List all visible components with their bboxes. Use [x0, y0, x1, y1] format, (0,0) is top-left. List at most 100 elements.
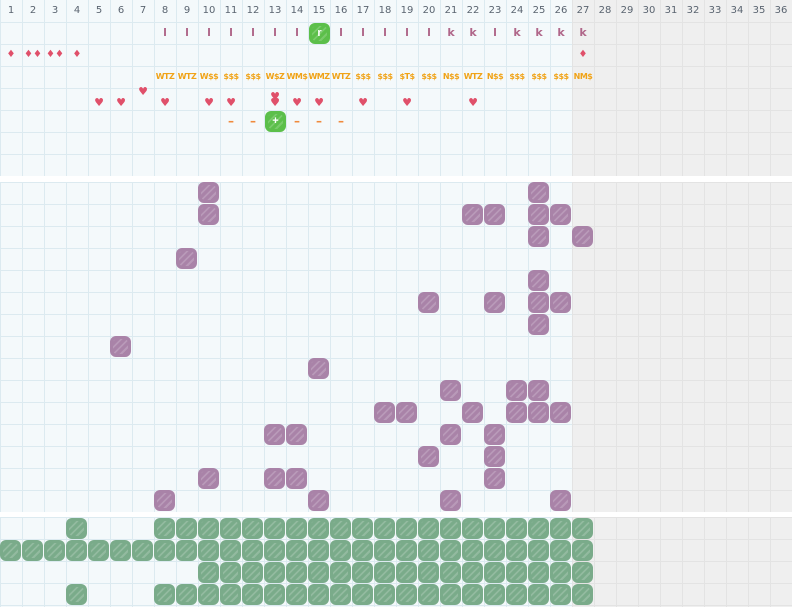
green-block[interactable]	[462, 518, 483, 539]
purple-block[interactable]	[198, 182, 219, 203]
green-block[interactable]	[132, 540, 153, 561]
green-block[interactable]	[462, 540, 483, 561]
green-block[interactable]	[484, 540, 505, 561]
purple-block[interactable]	[506, 402, 527, 423]
green-block[interactable]	[440, 540, 461, 561]
green-block[interactable]	[286, 584, 307, 605]
purple-block[interactable]	[484, 424, 505, 445]
purple-block[interactable]	[572, 226, 593, 247]
green-block[interactable]	[0, 540, 21, 561]
green-block[interactable]	[264, 584, 285, 605]
green-block[interactable]	[308, 518, 329, 539]
purple-block[interactable]	[198, 468, 219, 489]
purple-block[interactable]	[484, 468, 505, 489]
green-block[interactable]	[352, 584, 373, 605]
green-block[interactable]	[484, 562, 505, 583]
purple-block[interactable]	[440, 424, 461, 445]
purple-block[interactable]	[550, 402, 571, 423]
green-block[interactable]	[88, 540, 109, 561]
green-block[interactable]	[308, 562, 329, 583]
purple-block[interactable]	[484, 204, 505, 225]
green-block[interactable]	[550, 518, 571, 539]
purple-block[interactable]	[550, 490, 571, 511]
green-block[interactable]	[528, 518, 549, 539]
purple-block[interactable]	[308, 490, 329, 511]
green-block[interactable]	[154, 584, 175, 605]
green-block[interactable]	[506, 562, 527, 583]
green-block[interactable]	[528, 584, 549, 605]
green-block[interactable]	[374, 562, 395, 583]
green-block[interactable]	[374, 540, 395, 561]
green-block[interactable]	[352, 518, 373, 539]
green-block[interactable]	[154, 518, 175, 539]
green-block[interactable]	[110, 540, 131, 561]
green-block[interactable]	[286, 562, 307, 583]
purple-block[interactable]	[154, 490, 175, 511]
purple-block[interactable]	[264, 468, 285, 489]
purple-block[interactable]	[528, 402, 549, 423]
green-block[interactable]	[572, 584, 593, 605]
green-block[interactable]	[418, 584, 439, 605]
green-block[interactable]	[286, 518, 307, 539]
green-block[interactable]	[506, 540, 527, 561]
purple-block[interactable]	[528, 226, 549, 247]
purple-block[interactable]	[484, 446, 505, 467]
purple-block[interactable]	[528, 204, 549, 225]
add-marker-button[interactable]: +	[265, 111, 286, 132]
green-block[interactable]	[396, 518, 417, 539]
purple-block[interactable]	[110, 336, 131, 357]
green-block[interactable]	[330, 540, 351, 561]
purple-block[interactable]	[308, 358, 329, 379]
green-block[interactable]	[220, 540, 241, 561]
green-block[interactable]	[308, 540, 329, 561]
green-block[interactable]	[176, 584, 197, 605]
green-block[interactable]	[572, 562, 593, 583]
purple-block[interactable]	[506, 380, 527, 401]
purple-block[interactable]	[264, 424, 285, 445]
green-block[interactable]	[528, 540, 549, 561]
green-block[interactable]	[154, 540, 175, 561]
green-block[interactable]	[264, 562, 285, 583]
green-block[interactable]	[418, 518, 439, 539]
green-block[interactable]	[440, 584, 461, 605]
green-block[interactable]	[352, 562, 373, 583]
green-block[interactable]	[528, 562, 549, 583]
green-block[interactable]	[506, 584, 527, 605]
green-block[interactable]	[418, 562, 439, 583]
green-block[interactable]	[66, 584, 87, 605]
purple-block[interactable]	[550, 204, 571, 225]
purple-block[interactable]	[550, 292, 571, 313]
green-block[interactable]	[220, 584, 241, 605]
purple-block[interactable]	[462, 402, 483, 423]
green-block[interactable]	[484, 584, 505, 605]
green-block[interactable]	[572, 518, 593, 539]
green-block[interactable]	[220, 562, 241, 583]
green-block[interactable]	[462, 562, 483, 583]
purple-block[interactable]	[176, 248, 197, 269]
green-block[interactable]	[198, 518, 219, 539]
green-block[interactable]	[66, 540, 87, 561]
green-block[interactable]	[220, 518, 241, 539]
green-block[interactable]	[330, 584, 351, 605]
green-block[interactable]	[462, 584, 483, 605]
green-block[interactable]	[550, 562, 571, 583]
purple-block[interactable]	[198, 204, 219, 225]
purple-block[interactable]	[440, 380, 461, 401]
green-block[interactable]	[198, 562, 219, 583]
green-block[interactable]	[242, 584, 263, 605]
green-block[interactable]	[506, 518, 527, 539]
green-block[interactable]	[44, 540, 65, 561]
green-block[interactable]	[374, 518, 395, 539]
green-block[interactable]	[396, 584, 417, 605]
purple-block[interactable]	[528, 314, 549, 335]
green-block[interactable]	[22, 540, 43, 561]
green-block[interactable]	[396, 562, 417, 583]
purple-block[interactable]	[374, 402, 395, 423]
purple-block[interactable]	[528, 270, 549, 291]
green-block[interactable]	[198, 540, 219, 561]
green-block[interactable]	[352, 540, 373, 561]
green-block[interactable]	[484, 518, 505, 539]
purple-block[interactable]	[418, 446, 439, 467]
highlighted-day-marker[interactable]: r	[309, 23, 330, 44]
green-block[interactable]	[264, 540, 285, 561]
